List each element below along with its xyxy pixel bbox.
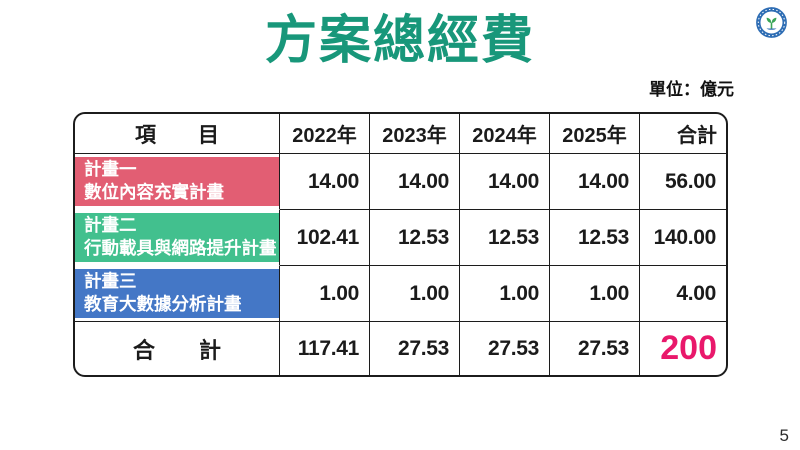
table-row-label: 計畫二 行動載具與網路提升計畫 — [75, 210, 280, 266]
plan2-name: 行動載具與網路提升計畫 — [84, 238, 277, 258]
table-row-label: 計畫一 數位內容充實計畫 — [75, 154, 280, 210]
plan2-label-chip: 計畫二 行動載具與網路提升計畫 — [75, 212, 279, 262]
header-cell-2022: 2022年 — [280, 114, 370, 154]
value-cell: 1.00 — [460, 266, 550, 322]
plan3-label-chip: 計畫三 教育大數據分析計畫 — [75, 268, 279, 318]
total-value-cell: 117.41 — [280, 322, 370, 375]
row-total-cell: 56.00 — [640, 154, 726, 210]
page-title: 方案總經費 — [264, 12, 535, 70]
header-cell-2025: 2025年 — [550, 114, 640, 154]
header-cell-2024: 2024年 — [460, 114, 550, 154]
header-cell-total: 合計 — [640, 114, 726, 154]
row-total-cell: 140.00 — [640, 210, 726, 266]
header-cell-2023: 2023年 — [370, 114, 460, 154]
plan2-id: 計畫二 — [84, 214, 137, 235]
value-cell: 102.41 — [280, 210, 370, 266]
plan3-id: 計畫三 — [84, 270, 137, 291]
value-cell: 12.53 — [460, 210, 550, 266]
total-value-cell: 27.53 — [550, 322, 640, 375]
value-cell: 14.00 — [550, 154, 640, 210]
plan1-name: 數位內容充實計畫 — [84, 182, 224, 202]
plan1-id: 計畫一 — [84, 158, 137, 179]
value-cell: 14.00 — [460, 154, 550, 210]
header-cell-item: 項 目 — [75, 114, 280, 154]
grand-total-cell: 200 — [660, 329, 717, 367]
value-cell: 14.00 — [280, 154, 370, 210]
value-cell: 1.00 — [370, 266, 460, 322]
value-cell: 12.53 — [550, 210, 640, 266]
ministry-of-education-logo — [756, 7, 787, 38]
unit-label: 單位：億元 — [649, 80, 734, 99]
total-row-label: 合 計 — [75, 322, 280, 375]
plan1-label-chip: 計畫一 數位內容充實計畫 — [75, 156, 279, 206]
budget-table: 項 目 2022年 2023年 2024年 2025年 合計 計畫一 數位內容充… — [73, 112, 728, 377]
table-row-label: 計畫三 教育大數據分析計畫 — [75, 266, 280, 322]
value-cell: 1.00 — [280, 266, 370, 322]
value-cell: 1.00 — [550, 266, 640, 322]
plan3-name: 教育大數據分析計畫 — [84, 294, 242, 314]
value-cell: 14.00 — [370, 154, 460, 210]
value-cell: 12.53 — [370, 210, 460, 266]
total-value-cell: 27.53 — [370, 322, 460, 375]
row-total-cell: 4.00 — [640, 266, 726, 322]
page-number: 5 — [779, 426, 789, 445]
total-value-cell: 27.53 — [460, 322, 550, 375]
